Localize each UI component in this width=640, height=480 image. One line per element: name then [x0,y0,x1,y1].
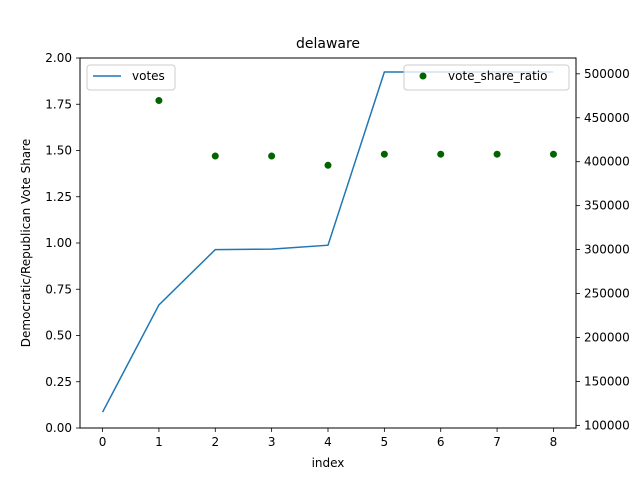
legend-votes-label: votes [132,69,165,83]
y2-tick-label: 200000 [584,330,630,344]
scatter-point [155,97,163,105]
y-tick-label: 0.00 [45,421,72,435]
scatter-point [211,152,219,160]
legend-vote-share-ratio: vote_share_ratio [403,64,570,91]
y2-tick-label: 450000 [584,111,630,125]
y2-tick-label: 100000 [584,418,630,432]
y2-tick-label: 500000 [584,67,630,81]
x-axis: 0 1 2 3 4 5 6 7 8 [99,428,558,449]
y-tick-label: 0.25 [45,375,72,389]
x-tick-label: 1 [155,435,163,449]
legend-votes-box [86,64,176,91]
y2-tick-label: 400000 [584,155,630,169]
chart-title: delaware [296,36,360,52]
y2-tick-label: 350000 [584,199,630,213]
x-tick-label: 8 [550,435,558,449]
y-axis-label: Democratic/Republican Vote Share [19,139,33,347]
scatter-point [268,152,276,160]
y-axis-right: 100000 150000 200000 250000 300000 350000 4000… [576,67,630,432]
x-axis-label: index [312,456,345,470]
y-tick-label: 0.75 [45,282,72,296]
x-tick-label: 2 [211,435,219,449]
scatter-point [380,150,388,158]
legend-vote-share-ratio-swatch [419,72,427,80]
scatter-point [493,150,501,158]
x-tick-label: 3 [268,435,276,449]
legend-votes: votes [86,64,176,91]
y-tick-label: 1.75 [45,97,72,111]
x-tick-label: 7 [493,435,501,449]
x-tick-label: 4 [324,435,332,449]
y-axis-left: 0.00 0.25 0.50 0.75 1.00 1.25 1.50 1.75 2.00 [45,51,80,435]
x-tick-label: 0 [99,435,107,449]
legend-vote-share-ratio-box [403,64,570,91]
y-tick-label: 1.50 [45,144,72,158]
y-tick-label: 0.50 [45,329,72,343]
y-tick-label: 1.00 [45,236,72,250]
y2-tick-label: 250000 [584,287,630,301]
y-tick-label: 1.25 [45,190,72,204]
scatter-point [549,150,557,158]
legend-vote-share-ratio-label: vote_share_ratio [448,69,547,83]
x-tick-label: 6 [437,435,445,449]
y2-tick-label: 150000 [584,374,630,388]
y2-tick-label: 300000 [584,243,630,257]
scatter-point [437,150,445,158]
y-tick-label: 2.00 [45,51,72,65]
x-tick-label: 5 [381,435,389,449]
scatter-point [324,161,332,169]
